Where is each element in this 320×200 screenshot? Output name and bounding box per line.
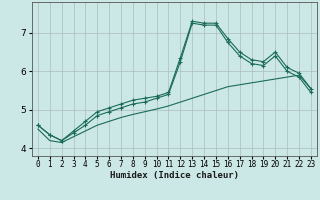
X-axis label: Humidex (Indice chaleur): Humidex (Indice chaleur)	[110, 171, 239, 180]
